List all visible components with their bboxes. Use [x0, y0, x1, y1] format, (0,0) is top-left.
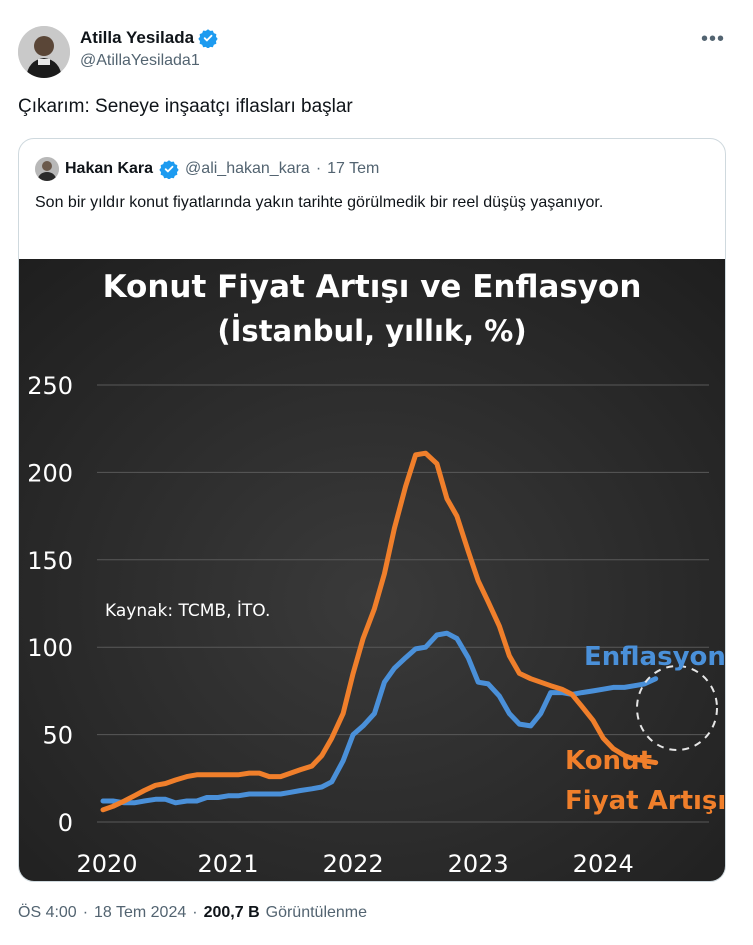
separator-dot: · [315, 160, 322, 177]
tweet-time[interactable]: ÖS 4:00 [18, 904, 77, 921]
x-tick-label: 2020 [76, 850, 137, 878]
author-name[interactable]: Atilla Yesilada [80, 28, 195, 47]
label-konut: Konut [565, 746, 652, 776]
tweet-text: Çıkarım: Seneye inşaatçı iflasları başla… [18, 96, 353, 117]
quoted-author-handle: @ali_hakan_kara [185, 160, 310, 177]
views-label: Görüntülenme [265, 904, 368, 921]
quoted-text: Son bir yıldır konut fiyatlarında yakın … [35, 194, 604, 211]
author-avatar[interactable] [18, 26, 70, 78]
chart-title: Konut Fiyat Artışı ve Enflasyon [103, 269, 642, 305]
y-tick-label: 200 [27, 459, 73, 487]
quoted-author-avatar [35, 157, 59, 181]
chart-background [19, 259, 725, 881]
separator-dot: · [82, 904, 89, 921]
x-tick-label: 2024 [573, 850, 634, 878]
y-tick-label: 0 [58, 809, 73, 837]
line-chart: Konut Fiyat Artışı ve Enflasyon (İstanbu… [19, 259, 725, 881]
series-line-konut [100, 450, 659, 813]
label-fiyat-artisi: Fiyat Artışı [565, 786, 725, 816]
more-horizontal-icon[interactable]: ••• [700, 28, 725, 50]
views-count: 200,7 B [203, 904, 260, 921]
quoted-tweet[interactable]: Hakan Kara @ali_hakan_kara · 17 Tem Son … [18, 138, 726, 882]
y-tick-label: 50 [42, 722, 73, 750]
tweet-header: Atilla Yesilada @AtillaYesilada1 ••• [18, 26, 735, 78]
y-tick-label: 100 [27, 634, 73, 662]
separator-dot: · [192, 904, 198, 921]
y-tick-label: 250 [27, 372, 73, 400]
quoted-author-name: Hakan Kara [65, 160, 154, 177]
chart-subtitle: (İstanbul, yıllık, %) [217, 314, 526, 348]
verified-badge-icon [159, 160, 179, 179]
tweet-date[interactable]: 18 Tem 2024 [94, 904, 187, 921]
source-note: Kaynak: TCMB, İTO. [105, 600, 270, 621]
verified-badge-icon [198, 29, 218, 48]
author-handle[interactable]: @AtillaYesilada1 [80, 52, 200, 69]
series-line-enflasyon [100, 630, 659, 806]
highlight-circle [636, 665, 718, 751]
x-tick-label: 2023 [448, 850, 509, 878]
y-tick-label: 150 [27, 547, 73, 575]
tweet-footer: ÖS 4:00 · 18 Tem 2024 · 200,7 B Görüntül… [18, 904, 367, 922]
chart-image: Konut Fiyat Artışı ve Enflasyon (İstanbu… [19, 259, 725, 881]
label-enflasyon: Enflasyon [584, 642, 725, 672]
x-tick-label: 2021 [198, 850, 259, 878]
quoted-date: 17 Tem [327, 160, 380, 177]
x-tick-label: 2022 [323, 850, 384, 878]
